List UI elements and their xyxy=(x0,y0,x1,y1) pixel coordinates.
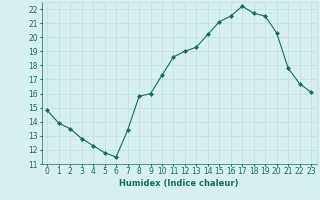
X-axis label: Humidex (Indice chaleur): Humidex (Indice chaleur) xyxy=(119,179,239,188)
